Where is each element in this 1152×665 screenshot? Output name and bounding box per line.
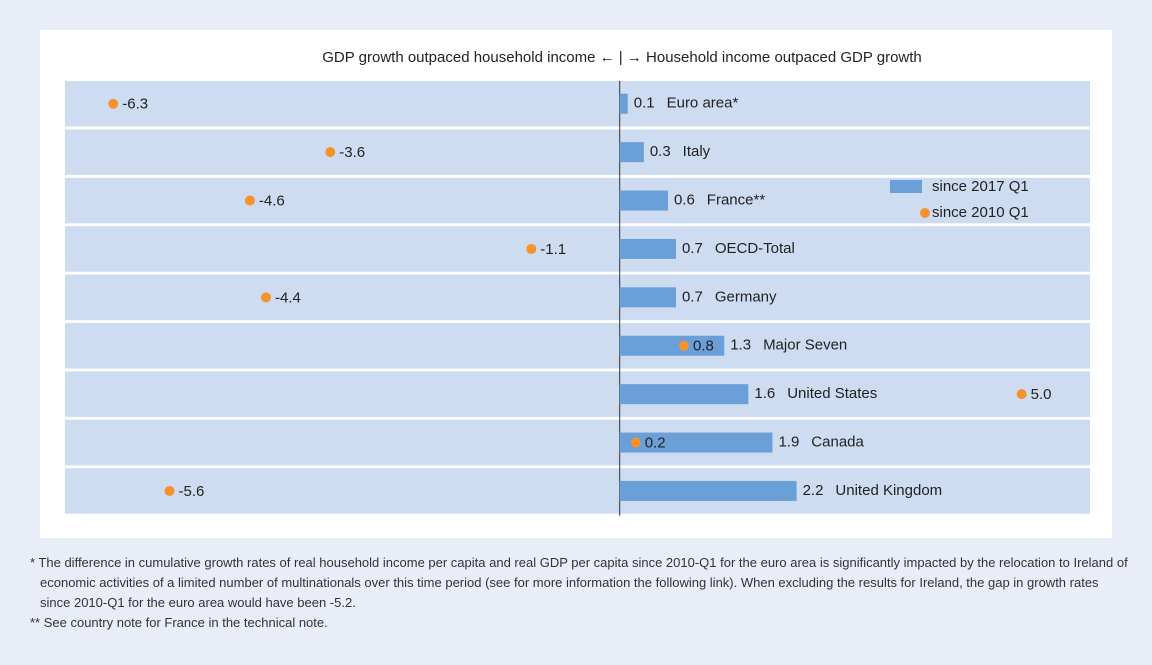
row-band [65, 226, 1090, 272]
dot-value-label: -6.3 [122, 96, 148, 113]
dot [630, 437, 641, 448]
category-label: Euro area* [667, 95, 739, 112]
row-band [65, 129, 1090, 175]
row-band [65, 323, 1090, 369]
bar-value-label: 0.7 [682, 288, 703, 305]
bar [619, 384, 749, 405]
dot [244, 195, 255, 206]
row-band [65, 468, 1090, 514]
bar [619, 480, 797, 501]
bar-value-label: 0.6 [674, 192, 695, 209]
dot-value-label: -1.1 [540, 241, 566, 258]
row-band [65, 419, 1090, 466]
dot-value-label: -5.6 [179, 483, 205, 500]
row-band [65, 81, 1090, 127]
bar [619, 238, 676, 259]
dot-value-label: 0.8 [693, 338, 714, 355]
bar [619, 287, 676, 308]
dot [164, 485, 175, 496]
bar-value-label: 1.9 [778, 434, 799, 451]
dot-value-label: -4.6 [259, 193, 285, 210]
dot [108, 98, 119, 109]
bar-value-label: 0.7 [682, 240, 703, 257]
bar-value-label: 1.6 [754, 385, 775, 402]
bar-value-label: 0.1 [634, 95, 655, 112]
dot [260, 292, 271, 303]
bar-value-label: 1.3 [730, 337, 751, 354]
category-label: Major Seven [763, 337, 847, 354]
dot-value-label: 0.2 [645, 435, 666, 452]
category-label: Germany [715, 288, 777, 305]
dot [1016, 389, 1027, 400]
dot-value-label: -3.6 [339, 144, 365, 161]
row-band [65, 274, 1090, 321]
dot [526, 243, 537, 254]
subtitle: GDP growth outpaced household income ← |… [322, 49, 922, 66]
note: * The difference in cumulative growth ra… [30, 555, 1128, 610]
note: ** See country note for France in the te… [30, 615, 328, 630]
legend-dot [920, 208, 930, 218]
dot [679, 340, 690, 351]
notes: * The difference in cumulative growth ra… [30, 553, 1130, 633]
category-label: Italy [683, 143, 711, 160]
bar [619, 432, 773, 453]
row-band [65, 371, 1090, 417]
category-label: Canada [811, 434, 864, 451]
category-label: France** [707, 192, 766, 209]
dot-value-label: -4.4 [275, 289, 301, 306]
bar [619, 142, 644, 163]
legend-label: since 2017 Q1 [932, 178, 1029, 195]
bar-value-label: 0.3 [650, 143, 671, 160]
dot [325, 147, 336, 158]
dot-value-label: 5.0 [1031, 386, 1052, 403]
category-label: United States [787, 385, 877, 402]
bar [619, 93, 628, 114]
legend-swatch [890, 180, 922, 193]
bar-value-label: 2.2 [803, 482, 824, 499]
chart: GDP growth outpaced household income ← |… [40, 30, 1112, 538]
bar [619, 335, 725, 356]
bar [619, 190, 668, 211]
legend-label: since 2010 Q1 [932, 204, 1029, 221]
category-label: United Kingdom [835, 482, 942, 499]
category-label: OECD-Total [715, 240, 795, 257]
